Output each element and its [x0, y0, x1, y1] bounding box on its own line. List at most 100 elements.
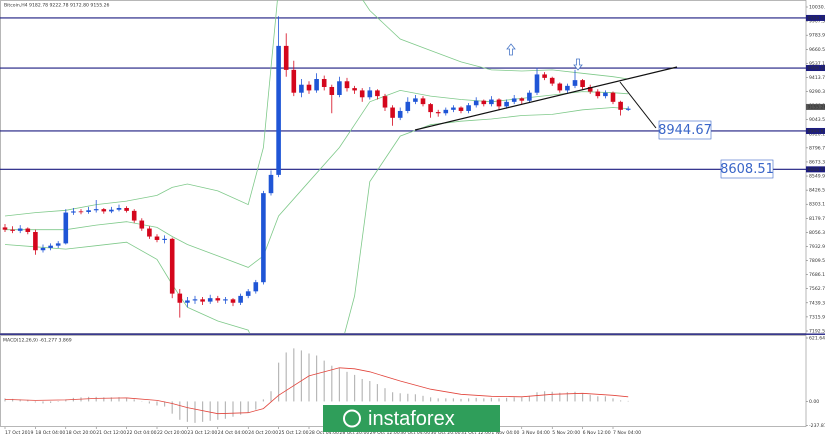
- x-tick-label: 25 Oct 12:00: [279, 430, 309, 436]
- candle-body: [33, 231, 38, 251]
- candle-body: [245, 291, 251, 296]
- macd-bar: [42, 401, 44, 404]
- macd-bar: [589, 394, 591, 402]
- x-tick-label: 24 Oct 04:00: [218, 430, 248, 436]
- candle-body: [207, 298, 213, 302]
- macd-label: MACD(12,26,9) -61.277 3.869: [3, 338, 72, 344]
- macd-bar: [521, 397, 523, 402]
- y-tick-label: 7686.10: [809, 272, 825, 278]
- candle-body: [131, 210, 137, 221]
- macd-bar: [361, 378, 363, 402]
- macd-bar: [179, 401, 181, 420]
- macd-bar: [384, 388, 386, 402]
- y-tick-label: 9537.10: [809, 61, 825, 67]
- y-tick-label: 8303.10: [809, 202, 825, 208]
- candle-body: [565, 85, 570, 91]
- macd-bar: [270, 391, 272, 402]
- macd-bar: [148, 401, 150, 404]
- y-tick-label: 9783.90: [809, 33, 825, 39]
- target-label: 8944.67: [658, 123, 712, 138]
- candle-body: [603, 92, 608, 97]
- target-box: [658, 120, 712, 140]
- level-box: [806, 127, 825, 134]
- level-label: 9496.20: [808, 66, 825, 72]
- macd-bar: [338, 367, 340, 402]
- level-box: [806, 65, 825, 72]
- candle-body: [192, 299, 198, 301]
- y-tick-label: 9413.70: [809, 75, 825, 81]
- candle-body: [473, 100, 479, 106]
- candle-body: [2, 227, 8, 230]
- candle-body: [321, 78, 327, 87]
- candle-body: [306, 84, 312, 91]
- x-tick-label: 28 Oct 04:00: [309, 430, 339, 436]
- candle-body: [215, 298, 221, 301]
- candle-body: [595, 91, 601, 97]
- last-price-label: 9155.26: [808, 104, 825, 110]
- candle-body: [177, 293, 183, 303]
- x-tick-label: 21 Oct 12:00: [96, 430, 126, 436]
- chart-title: Bitcoin,H4 9182.78 9222.78 9172.80 9155.…: [4, 3, 109, 9]
- down-arrow: [573, 58, 583, 71]
- macd-bar: [544, 391, 546, 402]
- candle-body: [314, 78, 319, 91]
- candle-body: [63, 212, 69, 244]
- x-tick-label: 29 Oct 12:00: [370, 430, 400, 436]
- macd-bar: [300, 350, 302, 402]
- macd-bar: [65, 399, 67, 402]
- target-box: [720, 159, 774, 179]
- bollinger-band: [4, 107, 629, 333]
- macd-bar: [224, 401, 226, 419]
- x-tick-label: 24 Oct 20:00: [248, 430, 278, 436]
- level-box: [806, 14, 825, 21]
- macd-bar: [171, 401, 173, 414]
- candle-body: [299, 84, 304, 93]
- up-arrow: [506, 43, 516, 56]
- macd-bar: [209, 401, 211, 421]
- candle-body: [329, 86, 335, 95]
- macd-bar: [247, 401, 249, 413]
- candle-body: [25, 228, 31, 232]
- candle-body: [504, 101, 509, 107]
- macd-bar: [110, 397, 112, 402]
- y-tick-label: 7439.30: [809, 300, 825, 306]
- candle-body: [238, 295, 243, 303]
- macd-bar: [19, 399, 21, 402]
- candle-body: [367, 90, 373, 98]
- macd-bar: [376, 384, 378, 402]
- y-tick-label: 10030.70: [809, 5, 825, 11]
- candle-body: [154, 236, 160, 240]
- macd-bar: [468, 398, 470, 402]
- candle-body: [542, 74, 547, 78]
- macd-bar: [604, 396, 606, 402]
- macd-bar: [34, 401, 36, 403]
- y-tick-label: 7315.90: [809, 314, 825, 320]
- macd-bar: [460, 398, 462, 402]
- macd-signal: [4, 367, 629, 415]
- candle-body: [261, 193, 266, 283]
- x-tick-label: 18 Oct 04:00: [35, 430, 65, 436]
- candle-body: [139, 220, 145, 229]
- candle-body: [466, 105, 471, 111]
- macd-tick-label: 0.00: [809, 399, 819, 405]
- x-tick-label: 31 Oct 12:00: [461, 430, 491, 436]
- candle-body: [17, 228, 23, 231]
- macd-bar: [262, 399, 264, 402]
- macd-bar: [414, 394, 416, 402]
- candle-body: [519, 98, 525, 101]
- macd-bar: [369, 381, 371, 402]
- candle-body: [101, 209, 107, 212]
- candle-body: [420, 98, 426, 105]
- macd-area: [4, 348, 629, 423]
- price-area: [0, 0, 806, 333]
- macd-bar: [354, 374, 356, 402]
- candle-body: [511, 98, 517, 102]
- macd-bar: [536, 392, 538, 402]
- candle-body: [618, 101, 623, 110]
- candle-body: [276, 45, 281, 175]
- macd-bar: [445, 398, 447, 402]
- candle-body: [428, 104, 433, 113]
- macd-bar: [407, 393, 409, 402]
- x-tick-label: 1 Nov 04:00: [491, 430, 519, 436]
- candle-body: [557, 83, 563, 91]
